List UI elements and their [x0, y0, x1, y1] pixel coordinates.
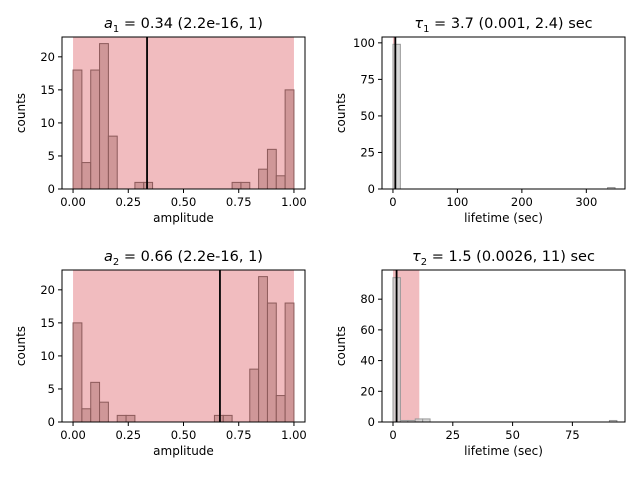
x-tick-label: 0.50	[171, 428, 197, 442]
amplitude-2-histogram-panel: 0.00 0.25 0.50 0.75 1.00 0 5 10 15 20 a2 = 0.66 (…	[14, 249, 307, 458]
x-tick-label: 25	[445, 428, 460, 442]
y-tick-label: 25	[360, 145, 375, 159]
panel-title: τ2 = 1.5 (0.0026, 11) sec	[412, 249, 595, 268]
histogram-bar	[284, 302, 295, 423]
histogram-bar	[266, 148, 277, 190]
y-tick-label: 50	[360, 109, 375, 123]
y-tick-label: 60	[360, 323, 375, 337]
axes-frame	[381, 36, 626, 190]
histogram-bar	[81, 408, 92, 423]
plot-area: 0 25 50 75 0 20 40 60 80	[360, 269, 626, 442]
y-tick-label: 80	[360, 292, 375, 306]
histogram-bar	[258, 276, 268, 423]
plot-area: 0.00 0.25 0.50 0.75 1.00 0 5 10 15 20	[40, 36, 307, 209]
y-tick-label: 5	[48, 149, 55, 163]
x-tick-label: 0.50	[171, 195, 197, 209]
histogram-bar	[284, 89, 295, 190]
y-tick-label: 10	[40, 116, 55, 130]
panel-title: a1 = 0.34 (2.2e-16, 1)	[104, 16, 263, 35]
x-tick-label: 1.00	[281, 195, 307, 209]
x-tick-label: 0.75	[226, 195, 252, 209]
histogram-bar	[99, 401, 109, 423]
histogram-bar	[107, 135, 118, 190]
y-axis-label: counts	[14, 326, 28, 366]
histogram-bar	[222, 414, 233, 423]
x-axis-label: amplitude	[153, 211, 214, 225]
histogram-bar	[213, 414, 224, 423]
histogram-bar	[72, 69, 83, 190]
y-tick-label: 40	[360, 354, 375, 368]
panel-title: a2 = 0.66 (2.2e-16, 1)	[104, 249, 263, 268]
histogram-bar	[99, 43, 109, 190]
y-axis-label: counts	[14, 93, 28, 133]
y-tick-label: 0	[368, 182, 375, 196]
histogram-bar	[143, 181, 154, 190]
histogram-bar	[240, 181, 251, 190]
y-tick-label: 0	[368, 415, 375, 429]
histogram-bar	[90, 381, 101, 423]
x-tick-label: 0.25	[115, 195, 141, 209]
x-axis-label: lifetime (sec)	[464, 211, 543, 225]
y-tick-label: 5	[48, 382, 55, 396]
x-tick-label: 0.00	[60, 195, 86, 209]
histogram-bar	[258, 168, 268, 190]
histogram-bar	[125, 414, 136, 423]
lifetime-2-histogram-panel: 0 25 50 75 0 20 40 60 80 τ2 = 1.5 (0.0026, 11) s…	[334, 249, 626, 458]
x-axis-label: lifetime (sec)	[464, 444, 543, 458]
x-tick-label: 0	[389, 195, 396, 209]
histogram-bar	[231, 181, 242, 190]
x-tick-label: 0	[389, 428, 396, 442]
panel-title: τ1 = 3.7 (0.001, 2.4) sec	[414, 16, 592, 35]
y-axis-label: counts	[334, 326, 348, 366]
amplitude-1-histogram-panel: 0.00 0.25 0.50 0.75 1.00 0 5 10 15 20 a1 = 0.34 (…	[14, 16, 307, 225]
y-tick-label: 20	[360, 384, 375, 398]
x-tick-label: 100	[446, 195, 468, 209]
histogram-bar	[275, 395, 286, 423]
plot-area: 0.00 0.25 0.50 0.75 1.00 0 5 10 15 20	[40, 269, 307, 442]
histogram-bar	[90, 69, 101, 190]
histogram-bar	[72, 322, 83, 423]
y-tick-label: 0	[48, 415, 55, 429]
histogram-bar	[116, 414, 127, 423]
y-tick-label: 0	[48, 182, 55, 196]
x-tick-label: 0.00	[60, 428, 86, 442]
lifetime-1-histogram-panel: 0 100 200 300 0 25 50 75 100 τ1 = 3.7 (0.001, 2.…	[334, 16, 626, 225]
y-tick-label: 75	[360, 72, 375, 86]
y-axis-label: counts	[334, 93, 348, 133]
histogram-bar	[392, 43, 401, 190]
y-tick-label: 10	[40, 349, 55, 363]
x-tick-label: 200	[511, 195, 533, 209]
x-tick-label: 75	[565, 428, 580, 442]
x-tick-label: 50	[505, 428, 520, 442]
x-tick-label: 1.00	[281, 428, 307, 442]
y-tick-label: 15	[40, 316, 55, 330]
histogram-bar	[275, 175, 286, 190]
histogram-bar	[134, 181, 145, 190]
x-tick-label: 300	[575, 195, 597, 209]
x-tick-label: 0.75	[226, 428, 252, 442]
y-tick-label: 20	[40, 283, 55, 297]
histogram-bar	[81, 162, 92, 190]
y-tick-label: 15	[40, 83, 55, 97]
y-tick-label: 20	[40, 50, 55, 64]
histogram-bar	[249, 368, 260, 423]
y-tick-label: 100	[353, 36, 375, 50]
plot-area: 0 100 200 300 0 25 50 75 100	[353, 36, 626, 209]
axes-frame	[381, 269, 626, 423]
x-tick-label: 0.25	[115, 428, 141, 442]
histogram-bar	[266, 302, 277, 423]
x-axis-label: amplitude	[153, 444, 214, 458]
